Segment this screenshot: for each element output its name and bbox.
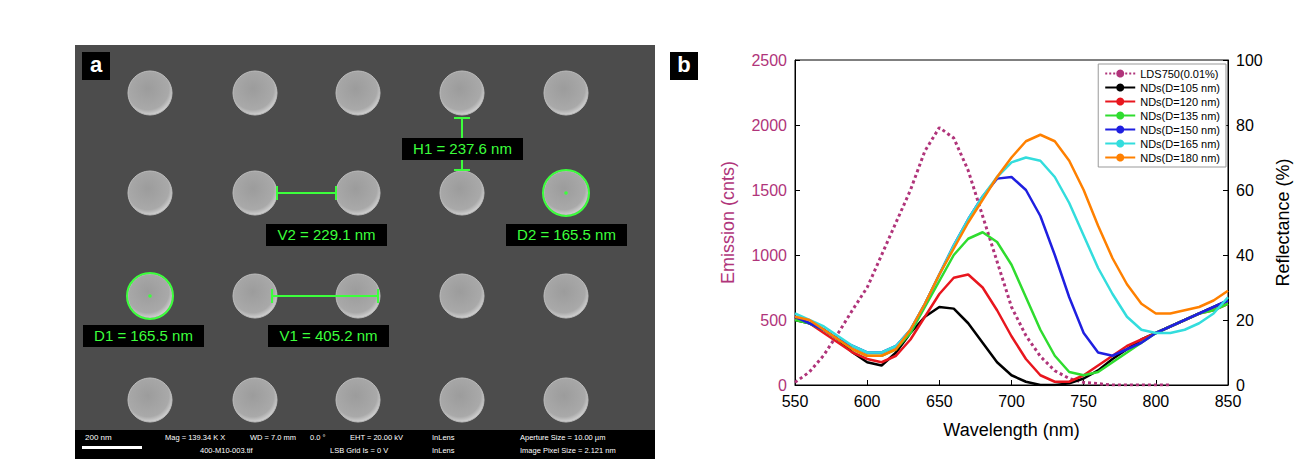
svg-text:InLens: InLens bbox=[432, 446, 455, 455]
html-text:b: b bbox=[677, 52, 691, 77]
svg-text:Mag = 139.34 K X: Mag = 139.34 K X bbox=[165, 433, 225, 442]
svg-text:2000: 2000 bbox=[751, 117, 787, 134]
svg-text:2500: 2500 bbox=[751, 52, 787, 69]
svg-text:1000: 1000 bbox=[751, 247, 787, 264]
svg-text:650: 650 bbox=[926, 393, 953, 410]
svg-text:500: 500 bbox=[760, 312, 787, 329]
svg-text:V1 = 405.2 nm: V1 = 405.2 nm bbox=[280, 327, 378, 344]
svg-text:NDs(D=150 nm): NDs(D=150 nm) bbox=[1140, 124, 1220, 136]
svg-text:800: 800 bbox=[1142, 393, 1169, 410]
svg-text:InLens: InLens bbox=[432, 433, 455, 442]
svg-text:NDs(D=180 nm): NDs(D=180 nm) bbox=[1140, 152, 1220, 164]
svg-text:D2 = 165.5 nm: D2 = 165.5 nm bbox=[517, 226, 616, 243]
svg-text:NDs(D=165 nm): NDs(D=165 nm) bbox=[1140, 138, 1220, 150]
svg-text:700: 700 bbox=[998, 393, 1025, 410]
svg-text:Reflectance (%): Reflectance (%) bbox=[1273, 158, 1293, 286]
svg-text:80: 80 bbox=[1236, 117, 1254, 134]
svg-text:LDS750(0.01%): LDS750(0.01%) bbox=[1140, 68, 1218, 80]
svg-text:550: 550 bbox=[782, 393, 809, 410]
svg-text:Image Pixel Size = 2.121 nm: Image Pixel Size = 2.121 nm bbox=[520, 446, 616, 455]
svg-text:D1 = 165.5 nm: D1 = 165.5 nm bbox=[94, 327, 193, 344]
svg-text:750: 750 bbox=[1070, 393, 1097, 410]
svg-text:400-M10-003.tif: 400-M10-003.tif bbox=[200, 446, 253, 455]
svg-text:0: 0 bbox=[778, 377, 787, 394]
svg-text:200 nm: 200 nm bbox=[85, 433, 112, 442]
svg-text:850: 850 bbox=[1215, 393, 1242, 410]
svg-text:LSB Grid Is = 0 V: LSB Grid Is = 0 V bbox=[330, 446, 388, 455]
svg-text:WD = 7.0 mm: WD = 7.0 mm bbox=[250, 433, 296, 442]
svg-text:20: 20 bbox=[1236, 312, 1254, 329]
svg-text:Aperture Size = 10.00 µm: Aperture Size = 10.00 µm bbox=[520, 433, 605, 442]
svg-text:100: 100 bbox=[1236, 52, 1263, 69]
svg-text:1500: 1500 bbox=[751, 182, 787, 199]
svg-text:0.0 °: 0.0 ° bbox=[310, 433, 326, 442]
svg-text:V2 = 229.1 nm: V2 = 229.1 nm bbox=[278, 226, 376, 243]
svg-text:600: 600 bbox=[854, 393, 881, 410]
svg-text:NDs(D=120 nm): NDs(D=120 nm) bbox=[1140, 96, 1220, 108]
svg-text:Wavelength (nm): Wavelength (nm) bbox=[943, 420, 1079, 440]
html-text:a: a bbox=[89, 52, 103, 77]
svg-text:40: 40 bbox=[1236, 247, 1254, 264]
svg-text:NDs(D=135 nm): NDs(D=135 nm) bbox=[1140, 110, 1220, 122]
svg-text:NDs(D=105 nm): NDs(D=105 nm) bbox=[1140, 82, 1220, 94]
svg-text:Emission (cnts): Emission (cnts) bbox=[718, 161, 738, 284]
svg-text:60: 60 bbox=[1236, 182, 1254, 199]
svg-text:H1 = 237.6 nm: H1 = 237.6 nm bbox=[413, 140, 512, 157]
svg-text:0: 0 bbox=[1236, 377, 1245, 394]
svg-text:EHT = 20.00 kV: EHT = 20.00 kV bbox=[350, 433, 403, 442]
